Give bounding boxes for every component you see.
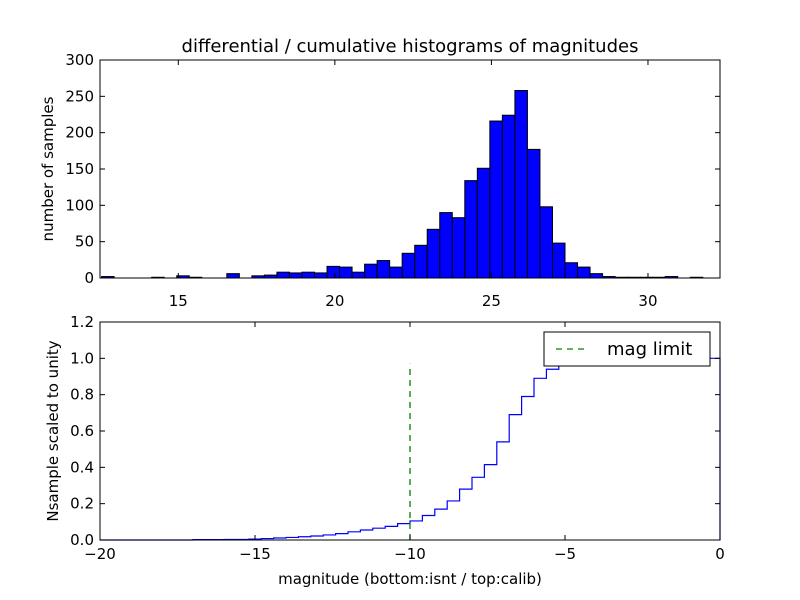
y-tick-label: 250 bbox=[65, 87, 94, 105]
y-tick-label: 50 bbox=[75, 233, 94, 251]
histogram-bar bbox=[476, 167, 491, 279]
y-tick-label: 0.4 bbox=[70, 458, 94, 476]
bottom-y-axis-label: Nsample scaled to unity bbox=[44, 340, 62, 521]
histogram-bar bbox=[426, 228, 441, 279]
histogram-bar bbox=[451, 217, 466, 279]
histogram-bar bbox=[577, 266, 591, 279]
histogram-bar bbox=[276, 271, 290, 279]
y-tick-label: 200 bbox=[65, 124, 94, 142]
y-tick-label: 0.6 bbox=[70, 422, 94, 440]
y-tick-label: 0.8 bbox=[70, 386, 94, 404]
y-tick-label: 1.2 bbox=[70, 313, 94, 331]
histogram-bar bbox=[526, 148, 541, 279]
x-tick-label: 15 bbox=[169, 292, 188, 310]
histogram-bar bbox=[313, 272, 328, 279]
histogram-bar bbox=[589, 273, 604, 279]
y-tick-label: 100 bbox=[65, 196, 94, 214]
legend: mag limit bbox=[543, 331, 711, 367]
x-tick-label: −5 bbox=[554, 545, 576, 563]
x-tick-label: −15 bbox=[239, 545, 271, 563]
x-tick-label: 25 bbox=[482, 292, 501, 310]
histogram-bar bbox=[351, 271, 366, 279]
histogram-bar bbox=[514, 90, 528, 279]
x-tick-label: −20 bbox=[84, 545, 116, 563]
x-tick-label: −10 bbox=[394, 545, 426, 563]
histogram-bar bbox=[439, 212, 453, 279]
y-tick-label: 0 bbox=[84, 269, 94, 287]
histogram-bar bbox=[551, 242, 566, 279]
histogram-bar bbox=[364, 263, 378, 279]
histogram-bar bbox=[326, 265, 341, 279]
histogram-bars bbox=[101, 90, 704, 279]
histogram-bar bbox=[376, 260, 391, 279]
top-axis-ticks: 0 50 100 150 200 250 300 15 20 25 30 bbox=[65, 51, 720, 310]
histogram-bar bbox=[401, 252, 416, 279]
histogram-bar bbox=[414, 244, 428, 279]
histogram-bar bbox=[464, 180, 478, 279]
y-tick-label: 300 bbox=[65, 51, 94, 69]
histogram-bar bbox=[226, 273, 240, 279]
y-tick-label: 1.0 bbox=[70, 349, 94, 367]
x-tick-label: 20 bbox=[325, 292, 344, 310]
histogram-bar bbox=[564, 262, 579, 279]
bottom-cumulative-panel: magnitude (bottom:isnt / top:calib) Nsam… bbox=[44, 313, 725, 588]
legend-entry-mag-limit: mag limit bbox=[607, 339, 692, 360]
top-y-axis-label: number of samples bbox=[39, 96, 57, 241]
top-histogram-panel: differential / cumulative histograms of … bbox=[39, 36, 721, 310]
histogram-bar bbox=[301, 271, 315, 279]
y-tick-label: 0.2 bbox=[70, 495, 94, 513]
top-plot-frame bbox=[99, 59, 721, 279]
bottom-plot-frame bbox=[99, 321, 721, 541]
y-tick-label: 150 bbox=[65, 160, 94, 178]
chart-title: differential / cumulative histograms of … bbox=[182, 36, 639, 57]
x-tick-label: 30 bbox=[638, 292, 657, 310]
histogram-bar bbox=[389, 266, 403, 279]
histogram-bar bbox=[501, 114, 516, 279]
histogram-bar bbox=[288, 272, 303, 279]
histogram-bar bbox=[339, 266, 353, 279]
y-tick-label: 0.0 bbox=[70, 531, 94, 549]
histogram-bar bbox=[539, 206, 553, 279]
x-tick-label: 0 bbox=[715, 545, 725, 563]
histogram-bar bbox=[489, 120, 503, 279]
bottom-x-axis-label: magnitude (bottom:isnt / top:calib) bbox=[278, 570, 542, 588]
